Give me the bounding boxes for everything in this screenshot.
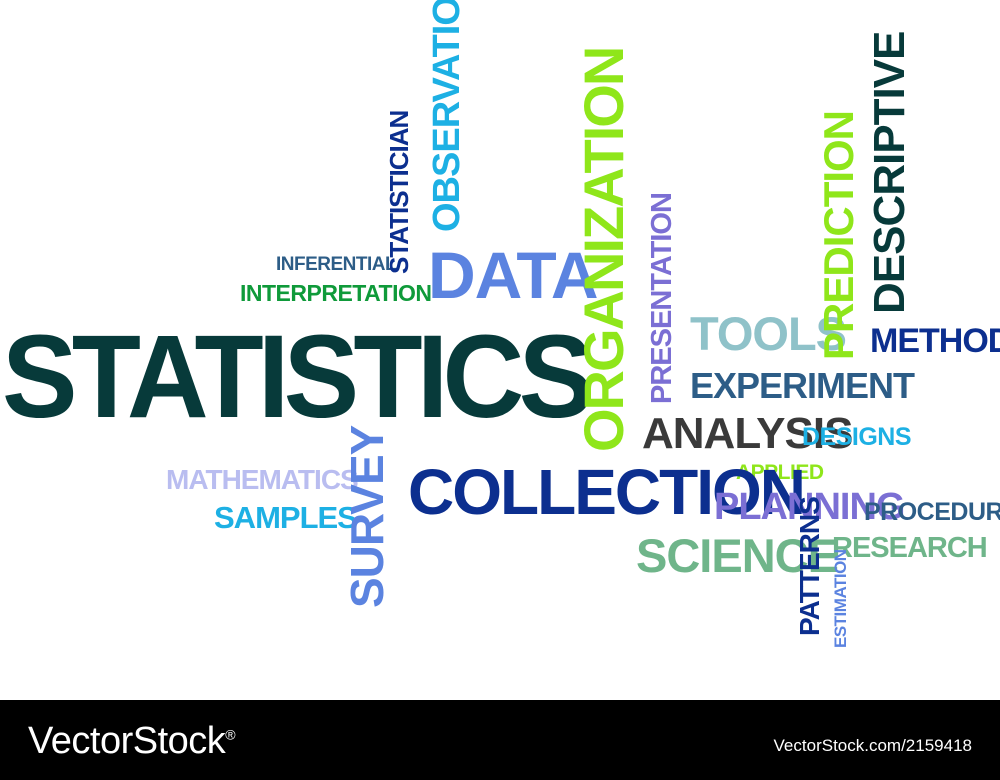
word-presentation: PRESENTATION [648, 193, 677, 404]
word-observation: OBSERVATION [428, 0, 466, 232]
word-research: RESEARCH [832, 534, 987, 563]
word-survey: SURVEY [344, 426, 390, 608]
vectorstock-logo: VectorStock® [28, 720, 235, 763]
word-samples: SAMPLES [214, 502, 357, 533]
image-id-url: VectorStock.com/2159418 [774, 736, 972, 756]
watermark-footer: VectorStock® VectorStock.com/2159418 [0, 700, 1000, 780]
word-inferential: INFERENTIAL [276, 255, 396, 274]
word-methods: METHODS [870, 324, 1000, 358]
word-designs: DESIGNS [802, 425, 911, 450]
word-statistician: STATISTICIAN [386, 111, 412, 274]
word-estimation: ESTIMATION [832, 549, 849, 648]
word-mathematics: MATHEMATICS [166, 466, 358, 494]
word-experiment: EXPERIMENT [690, 368, 914, 404]
word-interpretation: INTERPRETATION [240, 282, 431, 305]
word-prediction: PREDICTION [818, 111, 860, 360]
word-statistics: STATISTICS [2, 318, 588, 436]
word-cloud: STATISTICS DATA INFERENTIAL INTERPRETATI… [0, 0, 1000, 700]
word-procedures: PROCEDURES [864, 500, 1000, 525]
word-organization: ORGANIZATION [576, 48, 632, 452]
logo-text: VectorStock [28, 720, 225, 762]
word-patterns: PATTERNS [796, 497, 824, 636]
registered-mark: ® [225, 726, 235, 742]
word-descriptive: DESCRIPTIVE [868, 32, 912, 314]
